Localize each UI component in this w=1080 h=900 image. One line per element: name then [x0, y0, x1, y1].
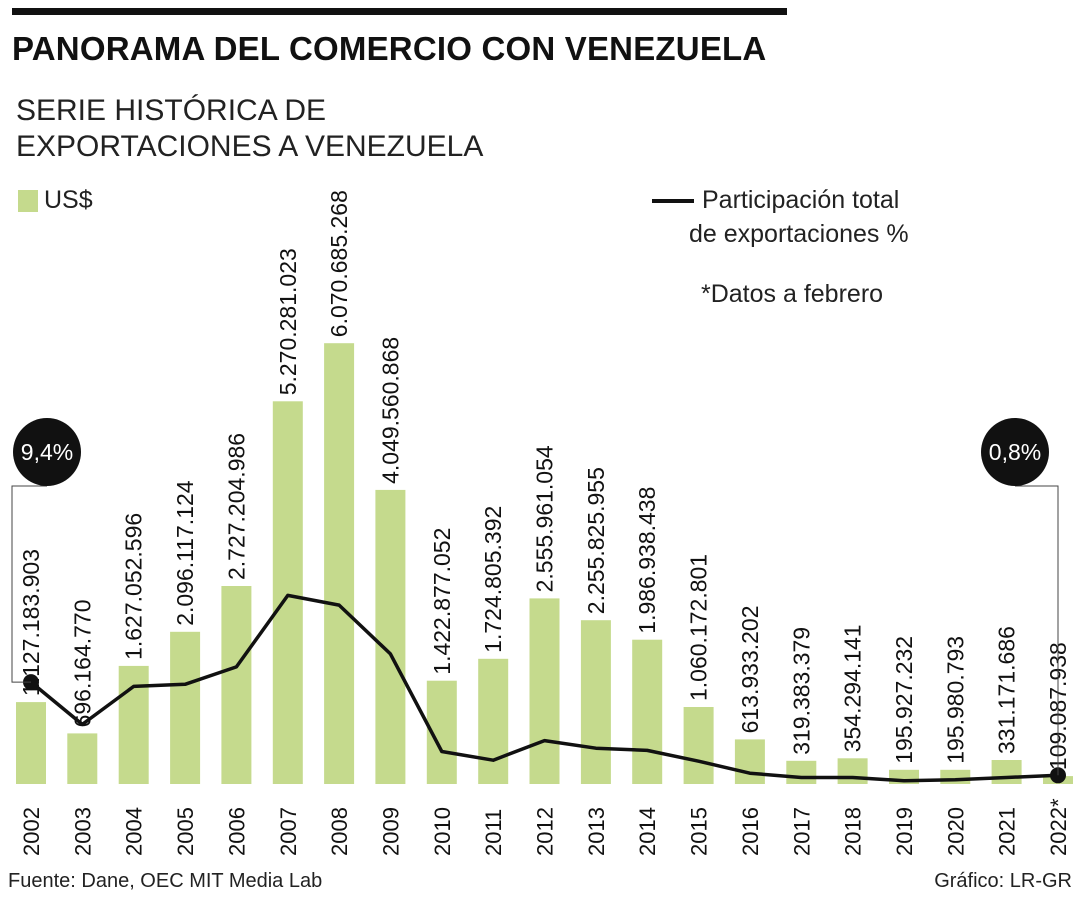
x-tick-2011: 2011 [481, 809, 506, 856]
x-tick-2012: 2012 [533, 807, 558, 856]
x-tick-2020: 2020 [943, 807, 968, 856]
x-tick-2006: 2006 [224, 807, 249, 856]
x-tick-2004: 2004 [122, 807, 147, 856]
x-tick-2022: 2022* [1046, 798, 1071, 856]
x-tick-2007: 2007 [276, 807, 301, 856]
chart-subtitle: SERIE HISTÓRICA DE EXPORTACIONES A VENEZ… [16, 93, 483, 165]
bar-2018 [837, 758, 868, 784]
x-tick-2009: 2009 [378, 807, 403, 856]
x-tick-2017: 2017 [789, 807, 814, 856]
annotation-leader-2022 [1015, 485, 1059, 776]
subtitle-line-1: SERIE HISTÓRICA DE [16, 94, 327, 127]
x-tick-2003: 2003 [70, 807, 95, 856]
value-label-2009: 4.049.560.868 [377, 337, 403, 484]
graphic-credit: Gráfico: LR-GR [934, 870, 1072, 892]
annotation-badge-2022 [981, 418, 1049, 486]
x-tick-2019: 2019 [892, 807, 917, 856]
x-tick-2016: 2016 [738, 807, 763, 856]
value-label-2008: 6.070.685.268 [326, 190, 352, 337]
legend-bars: US$ [18, 186, 93, 215]
value-label-2007: 5.270.281.023 [275, 248, 301, 395]
bar-2021 [991, 760, 1022, 784]
value-label-2013: 2.255.825.955 [583, 467, 609, 614]
value-label-2004: 1.627.052.596 [121, 513, 147, 660]
value-label-2019: 195.927.232 [891, 636, 917, 764]
top-rule [12, 8, 787, 15]
annotation-label-2002: 9,4% [21, 439, 73, 465]
legend-line-label-2: de exportaciones % [689, 220, 909, 248]
value-label-2016: 613.933.202 [737, 605, 763, 733]
x-tick-2002: 2002 [19, 807, 44, 856]
annotation-badge-2002 [13, 418, 81, 486]
chart-title: PANORAMA DEL COMERCIO CON VENEZUELA [12, 30, 767, 67]
share-line [29, 593, 1060, 783]
bar-2005 [170, 631, 201, 784]
value-label-2002: 1.127.183.903 [18, 549, 44, 696]
legend-line: Participación total de exportaciones % [652, 183, 909, 251]
bar-2009 [375, 489, 406, 784]
x-tick-2005: 2005 [173, 807, 198, 856]
annotation-label-2022: 0,8% [989, 439, 1041, 465]
annotation-leader-2002 [11, 485, 47, 683]
value-label-2010: 1.422.877.052 [429, 528, 455, 675]
value-label-2015: 1.060.172.801 [686, 554, 712, 701]
value-label-2018: 354.294.141 [840, 624, 866, 752]
value-label-2021: 331.171.686 [994, 626, 1020, 754]
subtitle-line-2: EXPORTACIONES A VENEZUELA [16, 130, 484, 163]
bar-2014 [632, 639, 663, 784]
data-note: *Datos a febrero [701, 280, 884, 308]
value-label-2014: 1.986.938.438 [634, 487, 660, 634]
value-label-2012: 2.555.961.054 [532, 445, 558, 592]
source-credit: Fuente: Dane, OEC MIT Media Lab [8, 870, 323, 892]
bar-2017 [786, 760, 817, 784]
bar-2004 [118, 665, 149, 784]
value-label-2011: 1.724.805.392 [480, 506, 506, 653]
value-label-2017: 319.383.379 [788, 627, 814, 755]
bar-2013 [580, 620, 611, 784]
x-tick-2015: 2015 [687, 807, 712, 856]
bar-2008 [324, 343, 355, 784]
legend-line-swatch [652, 199, 694, 203]
legend-line-label-1: Participación total [702, 186, 900, 214]
x-tick-2013: 2013 [584, 807, 609, 856]
value-label-2006: 2.727.204.986 [223, 433, 249, 580]
x-tick-2010: 2010 [430, 807, 455, 856]
legend-bar-swatch [18, 189, 38, 212]
bar-2002 [16, 702, 46, 784]
bar-2020 [940, 769, 971, 784]
x-tick-2018: 2018 [841, 807, 866, 856]
bar-2003 [67, 733, 98, 784]
legend-bar-label: US$ [44, 186, 93, 214]
value-label-2020: 195.980.793 [942, 636, 968, 764]
bar-2011 [478, 658, 509, 784]
bar-2015 [683, 707, 714, 784]
bar-2012 [529, 598, 560, 784]
x-tick-2021: 2021 [995, 807, 1020, 856]
x-tick-2014: 2014 [635, 807, 660, 856]
bar-2006 [221, 586, 252, 784]
value-label-2003: 696.164.770 [69, 599, 95, 727]
x-tick-2008: 2008 [327, 807, 352, 856]
bar-2007 [272, 401, 303, 784]
bar-2016 [734, 739, 765, 784]
value-label-2005: 2.096.117.124 [172, 480, 198, 626]
